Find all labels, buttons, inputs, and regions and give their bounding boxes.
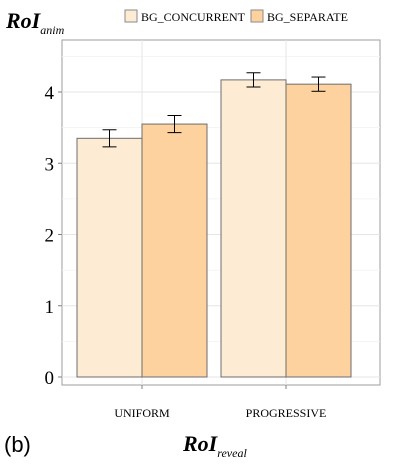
x-axis: UNIFORM PROGRESSIVE bbox=[114, 385, 326, 420]
error-bars bbox=[102, 72, 326, 148]
bar bbox=[76, 137, 143, 378]
y-tick-label: 1 bbox=[45, 297, 55, 318]
bar bbox=[285, 83, 352, 378]
y-tick-label: 0 bbox=[45, 368, 55, 389]
x-tick-label: PROGRESSIVE bbox=[246, 406, 327, 420]
x-axis-label-sub: reveal bbox=[217, 446, 247, 460]
bar bbox=[220, 79, 287, 378]
chart-title-main: RoI bbox=[5, 8, 42, 33]
legend-swatch bbox=[250, 9, 264, 23]
x-tick-label: UNIFORM bbox=[114, 406, 170, 420]
bar bbox=[141, 123, 208, 378]
x-axis-label: RoIreveal bbox=[182, 431, 247, 460]
y-tick-label: 2 bbox=[45, 226, 55, 247]
legend: BG_CONCURRENT BG_SEPARATE bbox=[124, 9, 348, 24]
bars bbox=[76, 79, 352, 378]
y-axis: 0 1 2 3 4 bbox=[45, 83, 62, 389]
chart-title-sub: anim bbox=[40, 23, 64, 37]
y-tick-label: 3 bbox=[45, 154, 55, 175]
legend-label: BG_SEPARATE bbox=[267, 10, 348, 24]
legend-swatch bbox=[124, 9, 138, 23]
legend-label: BG_CONCURRENT bbox=[141, 10, 246, 24]
x-axis-label-main: RoI bbox=[182, 431, 219, 456]
chart-title: RoIanim bbox=[5, 8, 65, 37]
panel-label: (b) bbox=[4, 432, 31, 457]
y-tick-label: 4 bbox=[45, 83, 55, 104]
